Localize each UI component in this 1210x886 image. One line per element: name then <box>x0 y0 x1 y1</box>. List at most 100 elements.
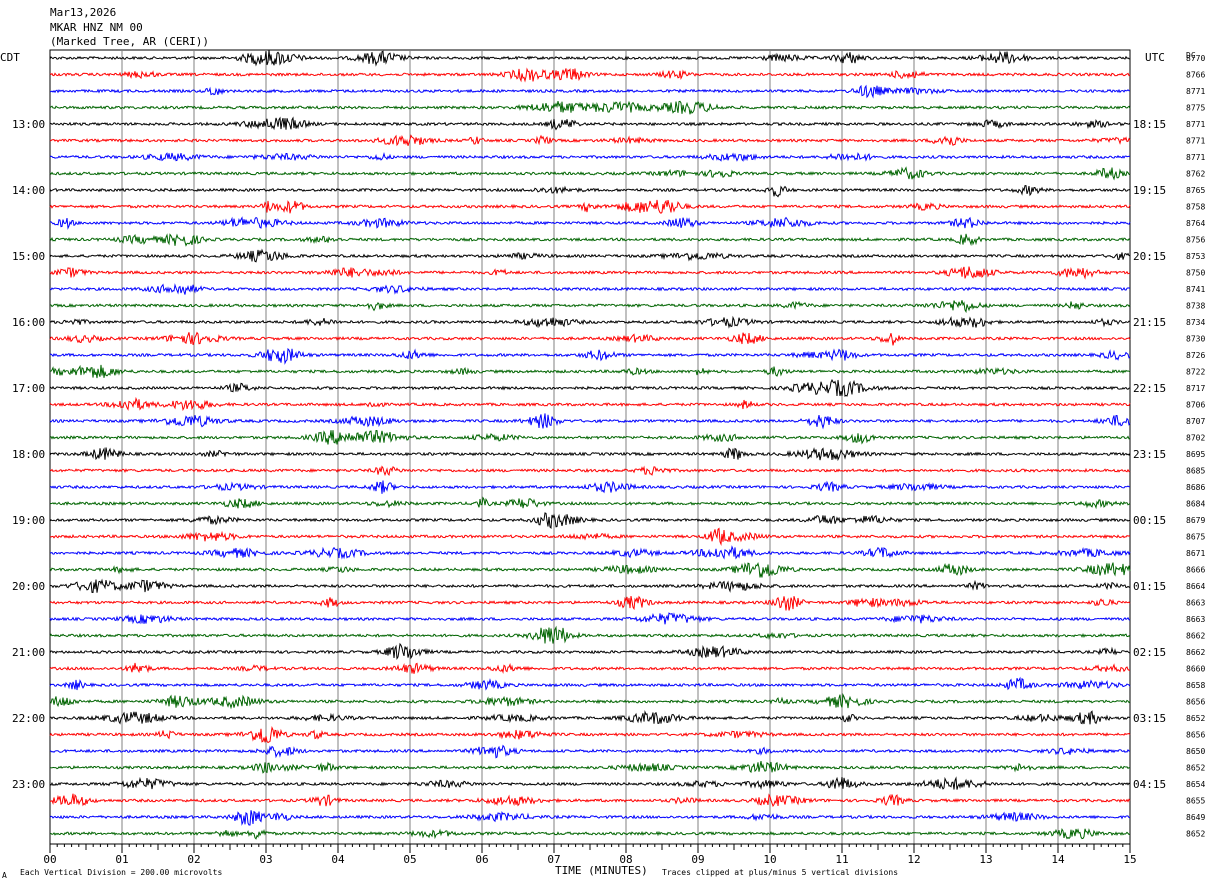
trace-line <box>49 480 1130 494</box>
trace-line <box>49 578 1131 594</box>
x-tick-label: 06 <box>475 853 488 866</box>
trace-line <box>49 67 1131 83</box>
trace-line <box>49 496 1131 510</box>
x-tick-label: 12 <box>907 853 920 866</box>
trace-line <box>49 562 1131 578</box>
right-hour-label: 21:15 <box>1133 316 1166 329</box>
trace-line <box>49 676 1131 691</box>
dc-offset-label: 8766 <box>1186 71 1205 80</box>
plot-frame <box>49 49 1131 845</box>
right-hour-label: 00:15 <box>1133 514 1166 527</box>
scale-note: Each Vertical Division = 200.00 microvol… <box>20 868 222 877</box>
dc-offset-label: 8762 <box>1186 170 1205 179</box>
trace-line <box>49 625 1131 644</box>
left-hour-labels: 13:00 14:00 15:00 16:00 17:00 18:00 19:00 20:00… <box>12 118 45 791</box>
trace-line <box>49 465 1131 477</box>
dc-offset-labels: 8770 8766 8771 8775 8771 8771 8771 8762 8765 8758… <box>1186 54 1205 839</box>
trace-line <box>49 642 1131 661</box>
x-tick-label: 09 <box>691 853 704 866</box>
x-tick-label: 01 <box>115 853 128 866</box>
left-hour-label: 16:00 <box>12 316 45 329</box>
dc-offset-label: 8652 <box>1186 830 1205 839</box>
trace-line <box>49 793 1131 807</box>
trace-line <box>49 84 1130 99</box>
dc-offset-label: 8741 <box>1186 285 1205 294</box>
trace-line <box>49 710 1131 725</box>
trace-line <box>49 827 1131 840</box>
dc-offset-label: 8730 <box>1186 335 1205 344</box>
x-tick-label: 10 <box>763 853 776 866</box>
date-label: Mar13,2026 <box>50 6 116 19</box>
trace-line <box>49 595 1131 611</box>
trace-line <box>49 545 1131 560</box>
right-hour-labels: 18:15 19:15 20:15 21:15 22:15 23:15 00:15 01:15… <box>1133 118 1166 791</box>
dc-offset-label: 8660 <box>1186 665 1205 674</box>
trace-line <box>49 233 1131 247</box>
dc-offset-label: 8684 <box>1186 500 1205 509</box>
seismic-traces <box>49 49 1131 840</box>
dc-offset-label: 8658 <box>1186 681 1205 690</box>
right-hour-label: 20:15 <box>1133 250 1166 263</box>
trace-line <box>49 378 1131 397</box>
x-tick-label: 08 <box>619 853 632 866</box>
dc-offset-label: 8764 <box>1186 219 1205 228</box>
trace-line <box>49 725 1131 744</box>
clip-note: Traces clipped at plus/minus 5 vertical … <box>662 868 898 877</box>
dc-offset-label: 8675 <box>1186 533 1205 542</box>
dc-offset-label: 8738 <box>1186 302 1205 311</box>
trace-line <box>49 662 1131 674</box>
trace-line <box>50 761 1131 774</box>
dc-offset-label: 8656 <box>1186 698 1205 707</box>
right-hour-label: 22:15 <box>1133 382 1166 395</box>
dc-offset-label: 8765 <box>1186 186 1205 195</box>
x-tick-label: 04 <box>331 853 345 866</box>
trace-line <box>49 512 1131 529</box>
dc-offset-label: 8717 <box>1186 384 1205 393</box>
x-axis: 00 01 02 03 04 05 06 07 08 09 10 11 12 13 14 15 <box>43 843 1137 866</box>
dc-offset-label: 8771 <box>1186 153 1205 162</box>
dc-offset-label: 8679 <box>1186 516 1205 525</box>
dc-offset-label: 8656 <box>1186 731 1205 740</box>
trace-line <box>49 116 1131 131</box>
x-tick-label: 11 <box>835 853 848 866</box>
dc-offset-label: 8652 <box>1186 714 1205 723</box>
trace-line <box>49 166 1131 181</box>
x-tick-label: 02 <box>187 853 200 866</box>
dc-offset-label: 8663 <box>1186 599 1205 608</box>
left-hour-label: 15:00 <box>12 250 45 263</box>
left-hour-label: 17:00 <box>12 382 45 395</box>
dc-offset-label: 8652 <box>1186 764 1205 773</box>
trace-line <box>49 134 1131 147</box>
dc-offset-label: 8756 <box>1186 236 1205 245</box>
trace-line <box>49 300 1131 314</box>
dc-offset-label: 8662 <box>1186 632 1205 641</box>
dc-offset-label: 8775 <box>1186 104 1205 113</box>
trace-line <box>49 347 1131 365</box>
x-tick-label: 15 <box>1123 853 1136 866</box>
left-hour-label: 19:00 <box>12 514 45 527</box>
trace-line <box>49 49 1131 67</box>
trace-line <box>49 364 1131 379</box>
left-hour-label: 22:00 <box>12 712 45 725</box>
dc-offset-label: 8706 <box>1186 401 1205 410</box>
dc-offset-label: 8734 <box>1186 318 1205 327</box>
location-label: (Marked Tree, AR (CERI)) <box>50 35 209 48</box>
right-timezone-label: UTC <box>1145 51 1165 64</box>
dc-offset-label: 8758 <box>1186 203 1205 212</box>
dc-offset-label: 8750 <box>1186 269 1205 278</box>
left-hour-label: 18:00 <box>12 448 45 461</box>
trace-line <box>49 810 1131 826</box>
x-tick-label: 05 <box>403 853 416 866</box>
trace-line <box>49 527 1131 546</box>
corner-mark: A <box>2 871 7 880</box>
dc-offset-label: 8726 <box>1186 351 1205 360</box>
trace-line <box>49 413 1131 430</box>
dc-header-label: DC <box>1186 51 1196 60</box>
trace-line <box>49 396 1131 412</box>
left-timezone-label: CDT <box>0 51 20 64</box>
dc-offset-label: 8663 <box>1186 615 1205 624</box>
trace-line <box>49 776 1131 791</box>
left-hour-label: 23:00 <box>12 778 45 791</box>
trace-line <box>49 612 1131 625</box>
